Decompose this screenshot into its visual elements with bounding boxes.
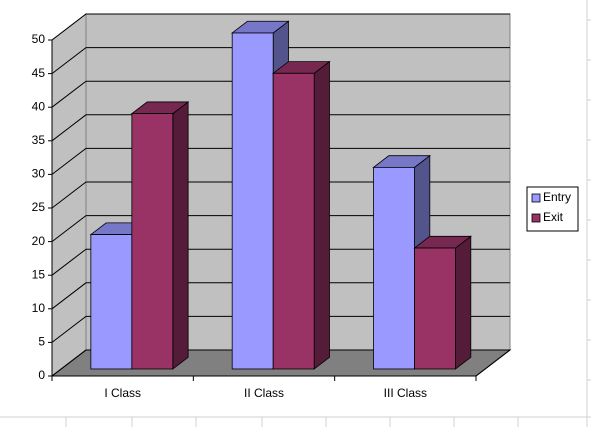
y-tick-label: 20	[32, 234, 46, 248]
bar	[90, 234, 133, 370]
grid-line	[51, 147, 510, 175]
legend-label: Exit	[543, 210, 564, 224]
y-tick-label: 15	[32, 267, 46, 281]
grid-line	[51, 215, 510, 242]
bar	[231, 32, 274, 370]
grid-line	[51, 282, 510, 310]
floor-edge	[475, 349, 511, 377]
y-tick-label: 50	[32, 32, 46, 46]
grid-line	[51, 47, 510, 74]
bar	[131, 113, 174, 370]
bar-side	[455, 235, 472, 370]
bar	[373, 166, 415, 370]
y-tick-label: 35	[32, 133, 46, 147]
grid-line	[51, 13, 510, 41]
x-tick-label: III Class	[384, 386, 427, 400]
y-tick-label: 10	[32, 301, 46, 315]
y-tick-label: 40	[32, 99, 46, 113]
grid-line	[51, 181, 510, 209]
bar	[414, 247, 456, 370]
x-tick-label: I Class	[104, 386, 141, 400]
legend-swatch	[531, 213, 541, 223]
bar	[272, 72, 315, 370]
grid-line	[51, 315, 510, 343]
legend-label: Entry	[543, 190, 571, 204]
y-tick-label: 0	[38, 368, 45, 382]
grid-line	[51, 248, 510, 276]
bar-side	[313, 60, 330, 370]
bar-side	[172, 101, 189, 370]
legend: Entry Exit	[526, 186, 579, 232]
y-tick-label: 30	[32, 167, 46, 181]
grid-line	[51, 80, 510, 108]
grid-line	[51, 114, 510, 142]
grid-line	[51, 349, 510, 377]
y-tick-label: 45	[32, 66, 46, 80]
x-tick-label: II Class	[244, 386, 284, 400]
y-tick-label: 25	[32, 200, 46, 214]
y-tick-label: 5	[38, 335, 45, 349]
legend-swatch	[531, 193, 541, 203]
